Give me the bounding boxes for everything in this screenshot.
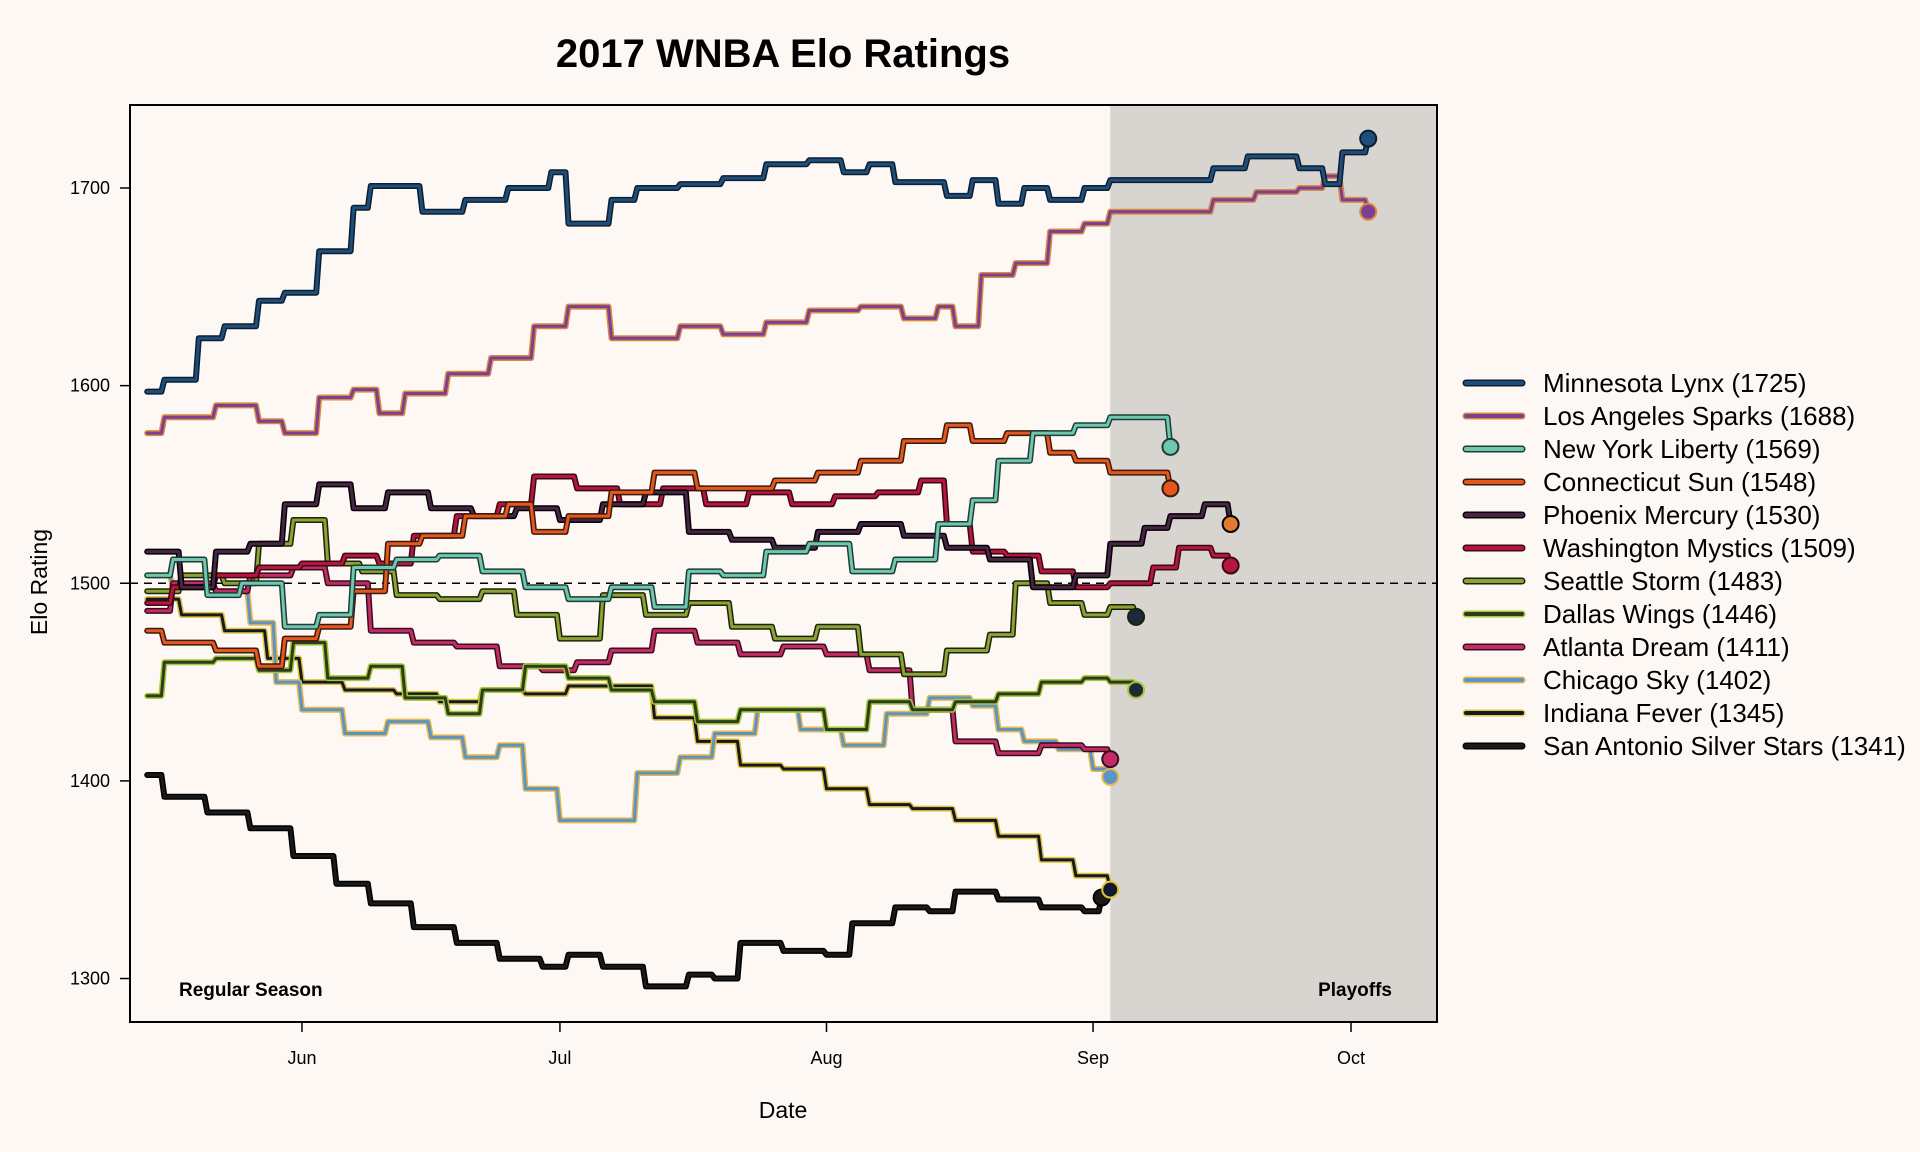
series-line: [145, 415, 1172, 629]
series-san-antonio-silver-stars: [144, 772, 1105, 990]
series-line: [145, 482, 1233, 589]
playoffs-label: Playoffs: [1318, 980, 1392, 1001]
legend-item: Connecticut Sun (1548): [1462, 467, 1816, 497]
chart-title: 2017 WNBA Elo Ratings: [556, 32, 1010, 76]
x-tick-label: Sep: [1077, 1048, 1109, 1068]
legend-label: Washington Mystics (1509): [1543, 533, 1856, 563]
endpoint-dallas-wings: [1127, 680, 1146, 699]
x-tick-label: Jul: [548, 1048, 571, 1068]
series-line: [145, 518, 1138, 676]
y-tick-label: 1700: [70, 178, 110, 198]
legend-item: Atlanta Dream (1411): [1462, 632, 1790, 662]
series-seattle-storm: [144, 517, 1139, 678]
series-los-angeles-sparks: [144, 173, 1372, 437]
legend-label: New York Liberty (1569): [1543, 434, 1820, 464]
legend-item: Chicago Sky (1402): [1462, 665, 1771, 695]
legend-item: Indiana Fever (1345): [1462, 698, 1784, 728]
series-line: [145, 573, 1112, 822]
legend-label: Indiana Fever (1345): [1543, 698, 1784, 728]
plot-area: Regular Season Playoffs: [129, 104, 1438, 1023]
endpoint-indiana-fever: [1101, 880, 1120, 899]
series-layer: [144, 135, 1372, 990]
x-axis: Jun Jul Aug Sep Oct: [287, 1022, 1365, 1068]
series-line: [145, 597, 1112, 892]
series-minnesota-lynx: [144, 135, 1372, 395]
endpoint-phoenix-mercury: [1221, 514, 1240, 533]
endpoint-minnesota-lynx: [1359, 129, 1378, 148]
series-chicago-sky: [144, 572, 1114, 824]
series-washington-mystics: [144, 473, 1234, 606]
x-tick-label: Jun: [287, 1048, 316, 1068]
legend-item: Minnesota Lynx (1725): [1462, 368, 1807, 398]
legend-item: Washington Mystics (1509): [1462, 533, 1856, 563]
legend-label: Los Angeles Sparks (1688): [1543, 401, 1855, 431]
endpoint-new-york-liberty: [1161, 437, 1180, 456]
legend-label: Atlanta Dream (1411): [1543, 632, 1790, 662]
legend-label: Chicago Sky (1402): [1543, 665, 1771, 695]
regular-season-label: Regular Season: [179, 980, 323, 1001]
legend-label: Phoenix Mercury (1530): [1543, 500, 1820, 530]
legend-item: Seattle Storm (1483): [1462, 566, 1783, 596]
endpoint-seattle-storm: [1127, 607, 1146, 626]
legend-label: Minnesota Lynx (1725): [1543, 368, 1807, 398]
endpoint-los-angeles-sparks: [1359, 202, 1378, 221]
endpoint-chicago-sky: [1101, 767, 1120, 786]
legend-label: Seattle Storm (1483): [1543, 566, 1783, 596]
series-line: [145, 475, 1233, 605]
y-tick-label: 1600: [70, 376, 110, 396]
endpoint-connecticut-sun: [1161, 479, 1180, 498]
endpoint-atlanta-dream: [1101, 750, 1120, 769]
series-line: [145, 641, 1138, 731]
plot-frame: [129, 104, 1438, 1023]
endpoints-layer: [1092, 129, 1378, 907]
legend-item: San Antonio Silver Stars (1341): [1462, 731, 1906, 761]
series-new-york-liberty: [144, 414, 1174, 630]
x-tick-label: Oct: [1337, 1048, 1365, 1068]
series-line: [145, 137, 1370, 394]
y-axis-label: Elo Rating: [26, 529, 52, 635]
legend-item: Dallas Wings (1446): [1462, 599, 1777, 629]
series-indiana-fever: [144, 596, 1114, 893]
playoffs-shaded-region: [1110, 105, 1437, 1022]
series-dallas-wings: [144, 639, 1139, 733]
legend-item: Phoenix Mercury (1530): [1462, 500, 1820, 530]
endpoint-washington-mystics: [1221, 556, 1240, 575]
y-tick-label: 1300: [70, 969, 110, 989]
legend: Minnesota Lynx (1725)Los Angeles Sparks …: [1462, 368, 1906, 761]
y-axis: 1300 1400 1500 1600 1700: [70, 178, 130, 989]
series-phoenix-mercury: [144, 481, 1234, 591]
x-tick-label: Aug: [810, 1048, 842, 1068]
legend-label: San Antonio Silver Stars (1341): [1543, 731, 1906, 761]
y-tick-label: 1500: [70, 573, 110, 593]
legend-label: Dallas Wings (1446): [1543, 599, 1777, 629]
y-tick-label: 1400: [70, 771, 110, 791]
legend-item: Los Angeles Sparks (1688): [1462, 401, 1855, 431]
legend-item: New York Liberty (1569): [1462, 434, 1820, 464]
x-axis-label: Date: [759, 1097, 808, 1123]
legend-label: Connecticut Sun (1548): [1543, 467, 1816, 497]
series-line: [145, 773, 1104, 988]
series-line: [145, 174, 1370, 435]
